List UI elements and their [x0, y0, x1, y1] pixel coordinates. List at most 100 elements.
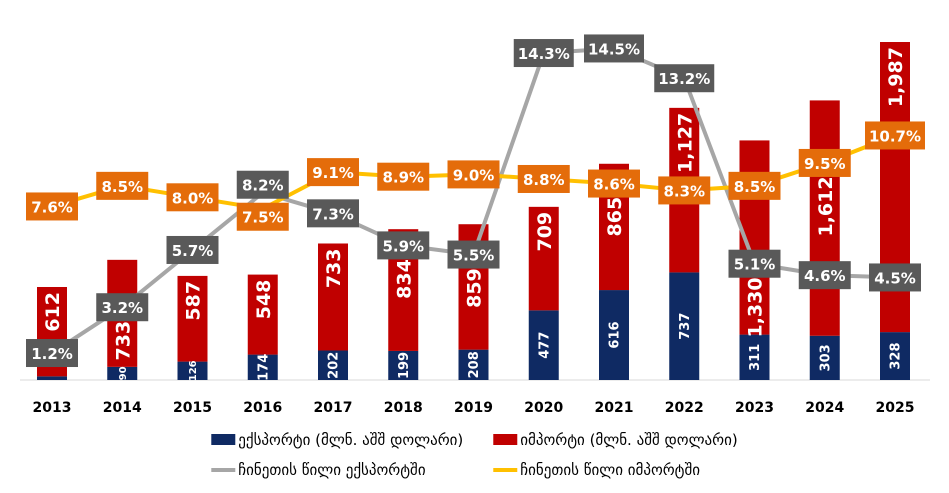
x-tick-label: 2022: [665, 400, 704, 416]
label-box: [447, 240, 500, 269]
x-tick-label: 2018: [384, 400, 423, 416]
label-box: [728, 249, 781, 278]
export-bar: [177, 361, 208, 380]
export-share-label: 4.6%: [798, 261, 851, 290]
label-text: 8.6%: [593, 176, 635, 194]
label-box: [236, 202, 289, 231]
export-share-label: 8.2%: [236, 170, 289, 199]
import-value-label: 733: [323, 248, 345, 288]
import-bar: [177, 275, 208, 362]
import-bar: [528, 206, 559, 311]
label-text: 4.6%: [804, 267, 846, 285]
label-box: [307, 158, 359, 187]
label-text: 8.5%: [101, 178, 143, 196]
import-share-label: 7.5%: [236, 202, 289, 231]
label-text: 4.5%: [874, 269, 916, 287]
import-share-label: 7.6%: [26, 192, 78, 221]
import-bar: [809, 100, 840, 336]
export-share-label: 14.5%: [584, 34, 644, 63]
label-text: 5.7%: [172, 242, 214, 260]
export-value-label: 303: [818, 344, 833, 371]
label-box: [166, 235, 219, 264]
x-tick-label: 2016: [243, 400, 282, 416]
export-share-label: 1.2%: [26, 339, 78, 368]
label-text: 8.3%: [663, 182, 705, 200]
label-box: [96, 171, 149, 200]
import-share-label: 8.8%: [517, 164, 570, 193]
export-value-label: 202: [327, 352, 342, 379]
label-text: 8.8%: [523, 171, 565, 189]
label-text: 5.5%: [453, 247, 495, 265]
export-value-label: 126: [188, 360, 199, 381]
legend-label: ჩინეთის წილი ექსპორტში: [238, 461, 426, 479]
export-bar: [37, 376, 67, 380]
x-tick-label: 2025: [876, 400, 915, 416]
export-bar: [388, 350, 419, 380]
export-value-label: 199: [397, 352, 412, 379]
label-box: [798, 261, 851, 290]
export-share-label: 7.3%: [307, 199, 359, 228]
legend-label: ექსპორტი (მლნ. აშშ დოლარი): [238, 431, 463, 449]
import-share-label: 8.0%: [166, 183, 219, 212]
x-tick-label: 2015: [173, 400, 212, 416]
export-share-label: 14.3%: [513, 39, 574, 68]
import-value-label: 1,127: [674, 113, 696, 173]
label-text: 7.3%: [312, 205, 354, 223]
label-box: [96, 293, 149, 322]
label-box: [377, 162, 430, 191]
label-box: [517, 164, 570, 193]
label-text: 8.9%: [382, 169, 424, 187]
label-box: [869, 263, 921, 292]
label-box: [658, 176, 711, 205]
export-value-label: 174: [256, 354, 271, 381]
label-box: [166, 183, 219, 212]
export-share-label: 5.9%: [377, 231, 430, 260]
label-text: 14.5%: [588, 40, 640, 58]
label-text: 14.3%: [518, 45, 570, 63]
import-share-label: 8.6%: [588, 169, 640, 198]
label-box: [584, 34, 644, 63]
label-text: 9.0%: [453, 166, 495, 184]
label-box: [513, 39, 574, 68]
legend-label: ჩინეთის წილი იმპორტში: [520, 461, 700, 479]
import-share-label: 8.9%: [377, 162, 430, 191]
export-share-label: 3.2%: [96, 293, 149, 322]
export-share-label: 4.5%: [869, 263, 921, 292]
import-share-label: 8.3%: [658, 176, 711, 205]
label-box: [865, 121, 925, 150]
label-text: 8.5%: [734, 178, 776, 196]
label-box: [236, 170, 289, 199]
label-box: [798, 148, 851, 177]
export-bar: [739, 334, 770, 380]
export-value-label: 616: [608, 321, 623, 348]
x-tick-label: 2020: [524, 400, 563, 416]
export-bar: [528, 310, 559, 380]
export-value-label: 737: [678, 313, 693, 340]
label-box: [26, 192, 78, 221]
x-tick-label: 2014: [103, 400, 142, 416]
import-share-label: 9.1%: [307, 158, 359, 187]
import-share-label: 10.7%: [865, 121, 925, 150]
export-bar: [458, 349, 489, 380]
import-value-label: 865: [604, 197, 626, 237]
label-text: 9.5%: [804, 155, 846, 173]
import-value-label: 1,330: [745, 277, 767, 337]
x-tick-label: 2023: [735, 400, 774, 416]
export-value-label: 477: [537, 332, 552, 359]
export-bar: [247, 354, 278, 380]
import-value-label: 733: [112, 321, 134, 361]
export-bar: [880, 332, 910, 380]
export-share-label: 13.2%: [654, 64, 715, 93]
import-value-label: 709: [534, 212, 556, 252]
label-text: 7.6%: [31, 198, 73, 216]
export-bar: [107, 366, 138, 380]
label-text: 3.2%: [101, 299, 143, 317]
legend-item: ექსპორტი (მლნ. აშშ დოლარი): [211, 431, 463, 449]
import-bar: [247, 274, 278, 355]
export-bar: [599, 290, 629, 380]
label-box: [447, 160, 500, 189]
export-value-label: 311: [748, 344, 763, 371]
label-text: 5.9%: [382, 237, 424, 255]
label-text: 7.5%: [242, 209, 284, 227]
